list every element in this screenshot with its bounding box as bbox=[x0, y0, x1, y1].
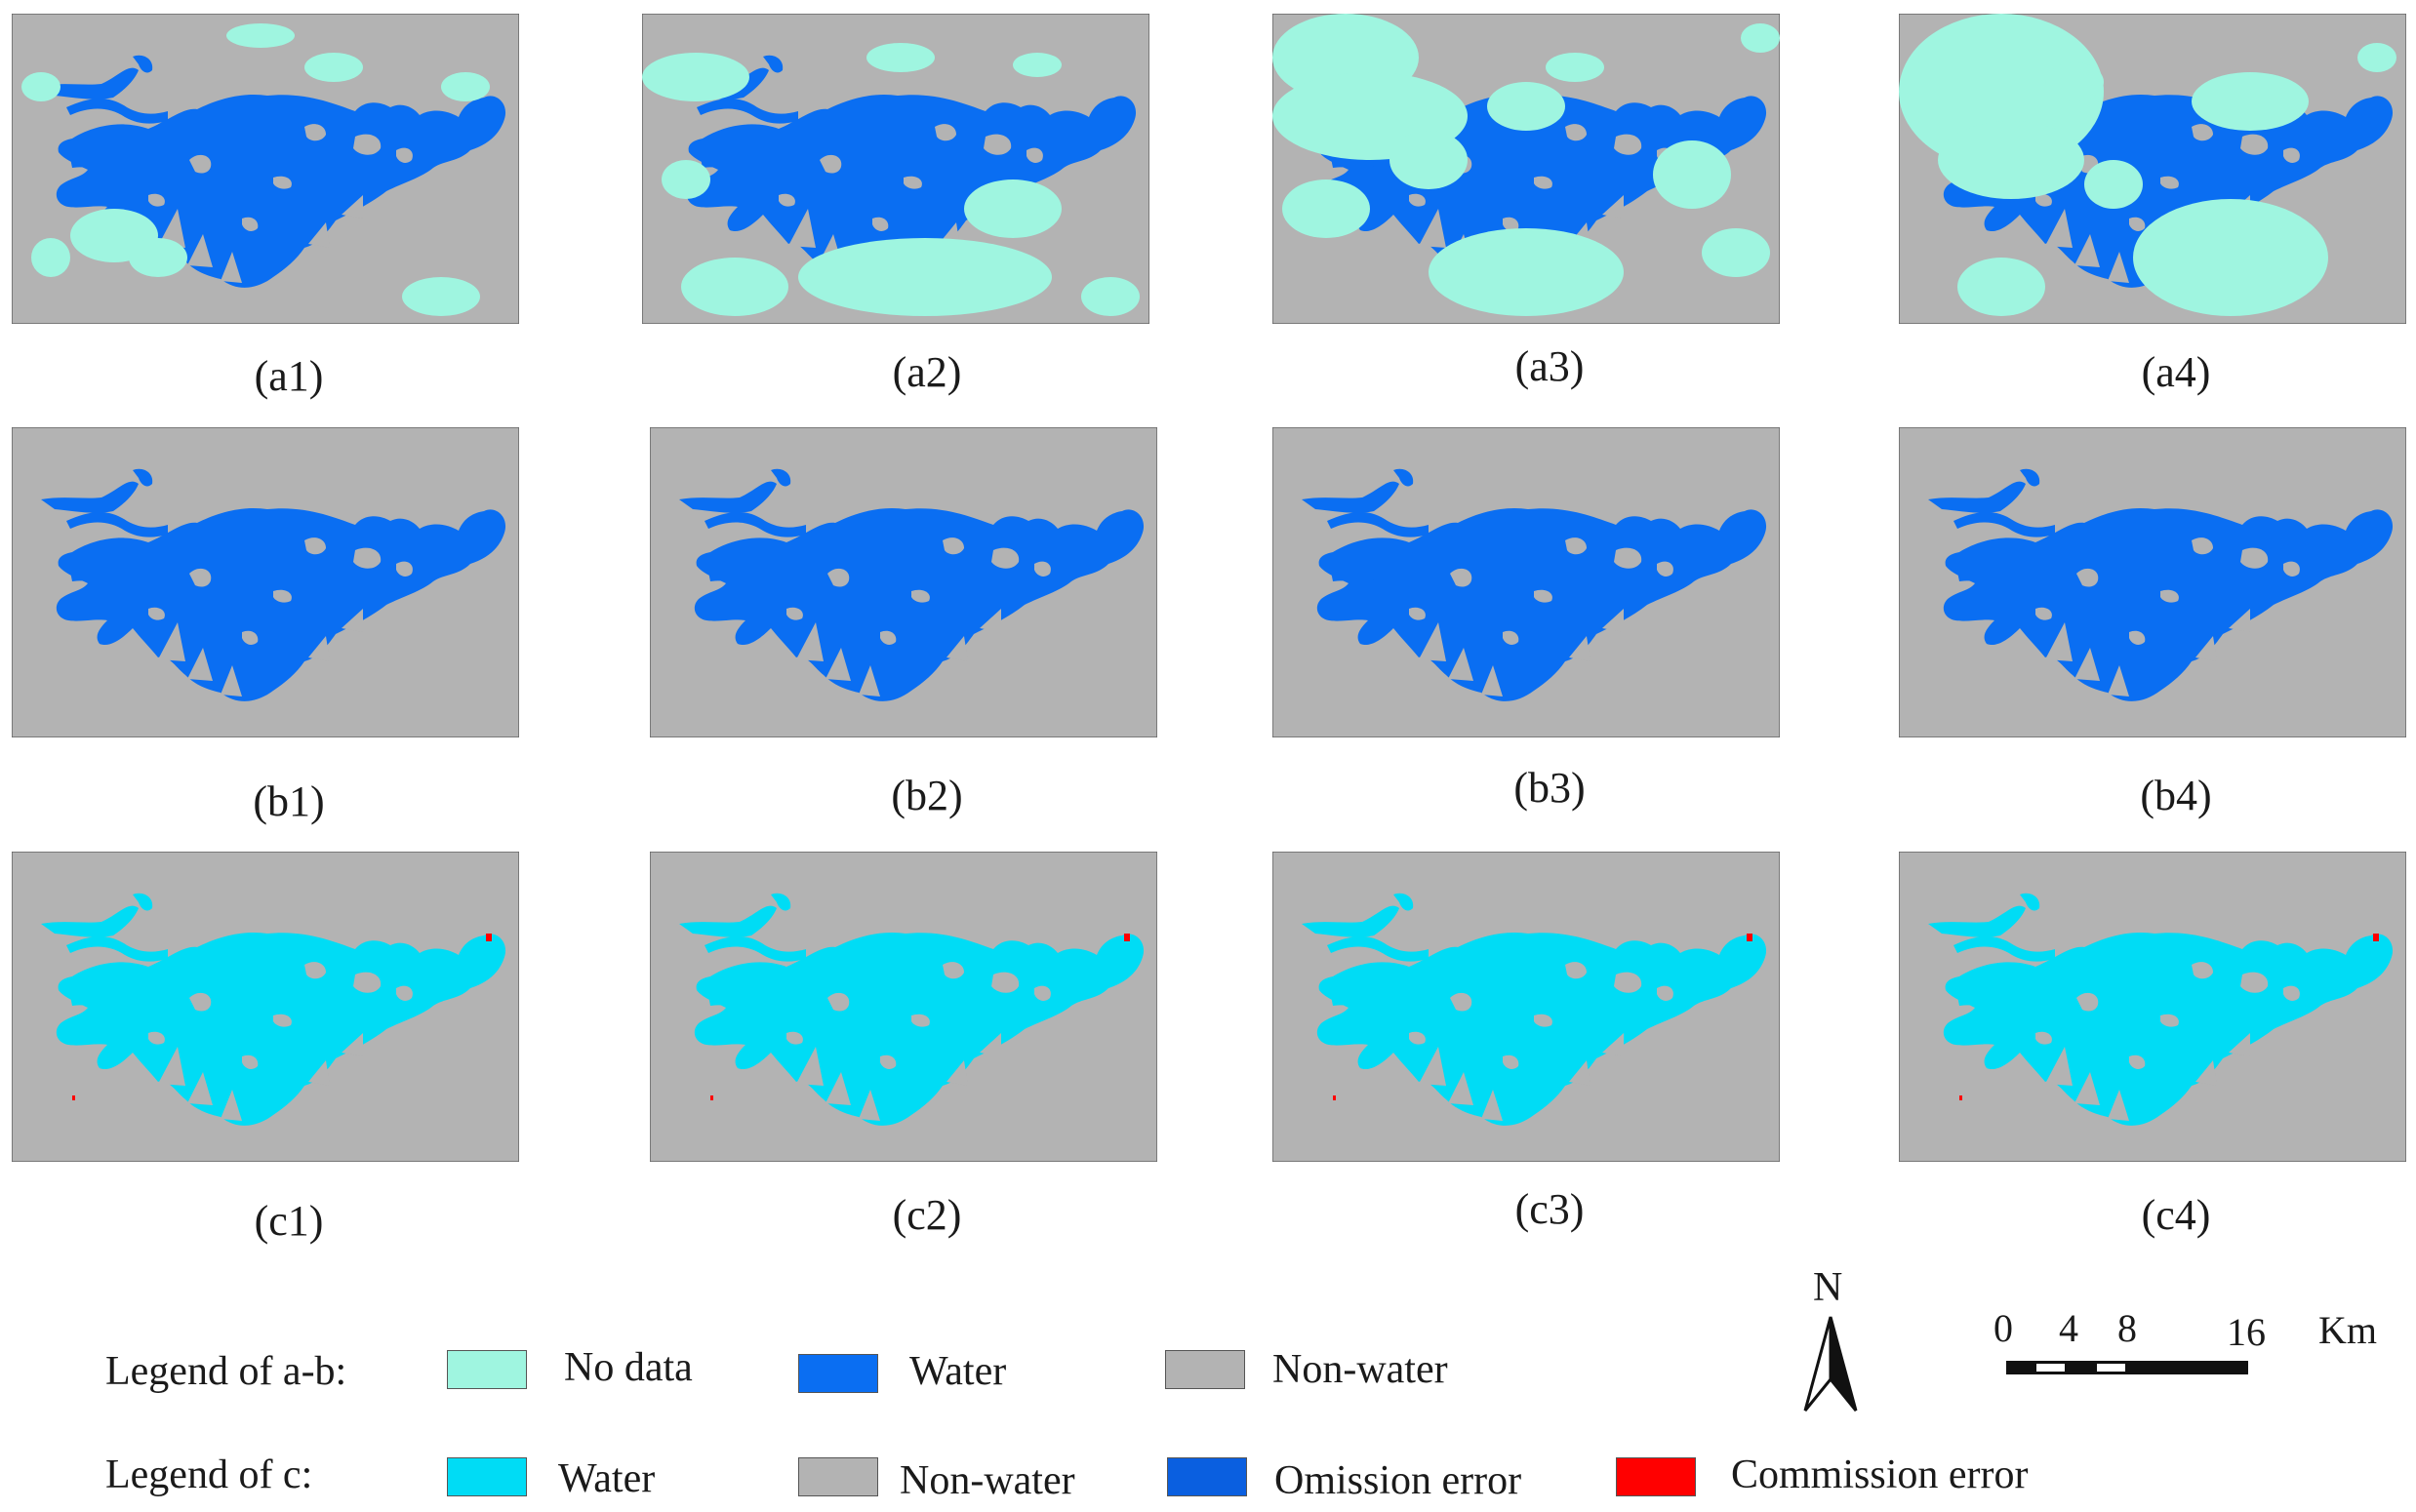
commission-error bbox=[1333, 934, 1752, 1100]
legend-c-swatch-commission bbox=[1616, 1457, 1696, 1496]
islands bbox=[786, 962, 1051, 1121]
caption-a2: (a2) bbox=[892, 348, 962, 396]
panel-b2 bbox=[650, 427, 1157, 737]
panel-a1 bbox=[12, 14, 519, 324]
panel-a4 bbox=[1899, 14, 2406, 324]
legend-ab-swatch-water bbox=[798, 1354, 878, 1393]
map-c2 bbox=[650, 852, 1157, 1162]
panel-b1 bbox=[12, 427, 519, 737]
scale-bar bbox=[2006, 1360, 2250, 1380]
legend-c-swatch-omission bbox=[1167, 1457, 1247, 1496]
legend-ab-label-water: Water bbox=[909, 1349, 1007, 1394]
commission-error bbox=[1959, 934, 2379, 1100]
scale-tick-8: 8 bbox=[2117, 1306, 2137, 1350]
caption-b2: (b2) bbox=[891, 772, 963, 819]
panel-b4 bbox=[1899, 427, 2406, 737]
legend-c-label-non-water: Non-water bbox=[900, 1458, 1075, 1503]
islands bbox=[2035, 537, 2300, 696]
commission-error bbox=[72, 934, 492, 1100]
legend-ab-swatch-non-water bbox=[1165, 1350, 1245, 1389]
caption-b1: (b1) bbox=[253, 777, 325, 825]
caption-a1: (a1) bbox=[254, 352, 324, 400]
legend-ab-label-no-data: No data bbox=[564, 1345, 693, 1390]
panel-b3 bbox=[1272, 427, 1780, 737]
map-c3 bbox=[1272, 852, 1780, 1162]
caption-c1: (c1) bbox=[254, 1197, 324, 1245]
no-data-clouds bbox=[1899, 14, 2396, 316]
islands bbox=[148, 124, 413, 283]
legend-ab-title: Legend of a-b: bbox=[105, 1349, 347, 1394]
islands bbox=[148, 537, 413, 696]
legend-c-title: Legend of c: bbox=[105, 1452, 313, 1497]
map-c4 bbox=[1899, 852, 2406, 1162]
map-b4 bbox=[1899, 427, 2406, 737]
caption-c4: (c4) bbox=[2141, 1191, 2211, 1239]
map-b2 bbox=[650, 427, 1157, 737]
legend-c-swatch-non-water bbox=[798, 1457, 878, 1496]
panel-a2 bbox=[642, 14, 1149, 324]
no-data-clouds bbox=[1272, 14, 1780, 316]
islands bbox=[1409, 962, 1673, 1121]
caption-a3: (a3) bbox=[1514, 342, 1585, 390]
map-b3 bbox=[1272, 427, 1780, 737]
islands bbox=[2035, 962, 2300, 1121]
legend-c-label-commission: Commission error bbox=[1731, 1452, 2029, 1497]
caption-a4: (a4) bbox=[2141, 348, 2211, 396]
legend-c-swatch-water bbox=[447, 1457, 527, 1496]
caption-b4: (b4) bbox=[2140, 772, 2212, 819]
panel-a3 bbox=[1272, 14, 1780, 324]
north-arrow-icon bbox=[1799, 1315, 1862, 1419]
panel-c2 bbox=[650, 852, 1157, 1162]
north-label: N bbox=[1813, 1265, 1843, 1310]
caption-c3: (c3) bbox=[1514, 1185, 1585, 1233]
legend-c-label-omission: Omission error bbox=[1274, 1458, 1522, 1503]
islands bbox=[786, 537, 1051, 696]
caption-c2: (c2) bbox=[892, 1191, 962, 1239]
panel-c3 bbox=[1272, 852, 1780, 1162]
scale-tick-16: 16 bbox=[2227, 1310, 2266, 1354]
no-data-clouds bbox=[642, 43, 1140, 316]
panel-c4 bbox=[1899, 852, 2406, 1162]
no-data-clouds bbox=[21, 23, 490, 316]
scale-tick-0: 0 bbox=[1993, 1306, 2013, 1350]
islands bbox=[1409, 537, 1673, 696]
map-b1 bbox=[12, 427, 519, 737]
legend-ab-swatch-no-data bbox=[447, 1350, 527, 1389]
legend-c-label-water: Water bbox=[558, 1456, 656, 1501]
map-a3 bbox=[1272, 14, 1780, 324]
caption-b3: (b3) bbox=[1513, 764, 1586, 812]
map-c1 bbox=[12, 852, 519, 1162]
islands bbox=[148, 962, 413, 1121]
commission-error bbox=[710, 934, 1130, 1100]
panel-c1 bbox=[12, 852, 519, 1162]
scale-tick-4: 4 bbox=[2059, 1306, 2078, 1350]
map-a1 bbox=[12, 14, 519, 324]
scale-unit: Km bbox=[2318, 1308, 2377, 1352]
map-a2 bbox=[642, 14, 1149, 324]
legend-ab-label-non-water: Non-water bbox=[1272, 1347, 1448, 1392]
map-a4 bbox=[1899, 14, 2406, 324]
